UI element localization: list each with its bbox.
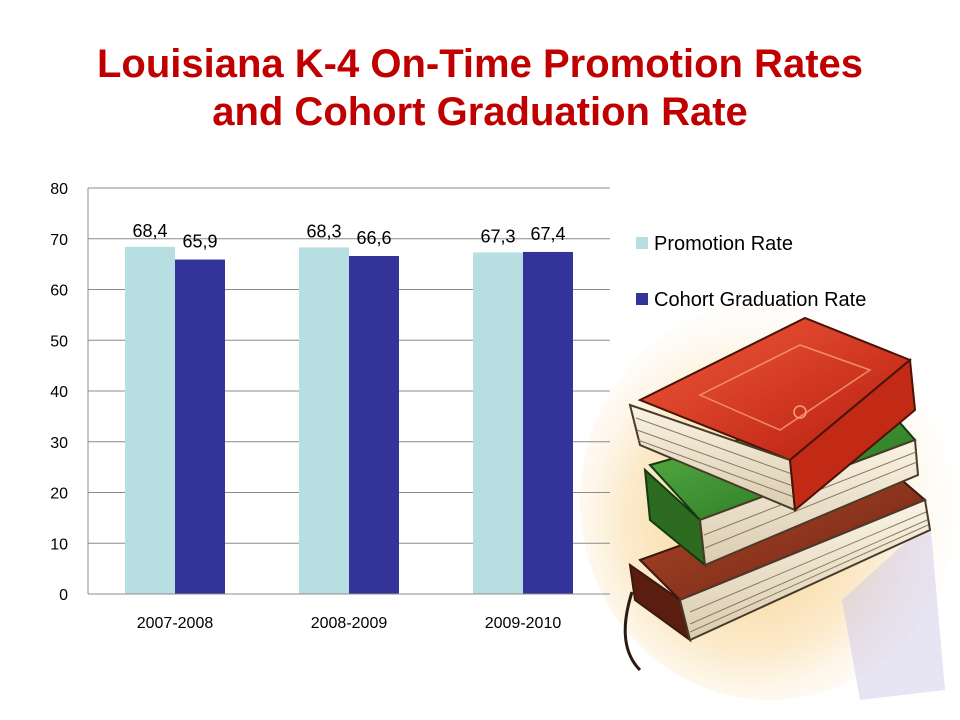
legend-swatch [636, 237, 648, 249]
y-tick-label: 10 [50, 536, 68, 553]
data-label: 66,6 [356, 228, 391, 248]
legend: Promotion Rate Cohort Graduation Rate [636, 233, 866, 311]
x-tick-label: 2009-2010 [485, 615, 562, 632]
bars [125, 246, 573, 594]
bar-cohort-graduation-rate [523, 251, 573, 594]
legend-label: Promotion Rate [654, 233, 793, 255]
chart-title: Louisiana K-4 On-Time Promotion Rates an… [0, 40, 960, 136]
bar-promotion-rate [299, 247, 349, 594]
x-tick-label: 2007-2008 [137, 615, 214, 632]
chart-title-line-1: Louisiana K-4 On-Time Promotion Rates [96, 42, 864, 86]
y-axis: 0 10 20 30 40 50 60 70 80 [50, 181, 89, 604]
y-tick-label: 40 [50, 384, 68, 401]
y-tick-label: 60 [50, 283, 68, 300]
chart-title-line-2: and Cohort Graduation Rate [212, 90, 748, 134]
data-label: 67,4 [530, 224, 565, 244]
y-tick-label: 30 [50, 435, 68, 452]
y-tick-label: 0 [59, 587, 68, 604]
bar-cohort-graduation-rate [349, 256, 399, 594]
x-axis: 2007-2008 2008-2009 2009-2010 [88, 593, 610, 632]
y-tick-label: 20 [50, 486, 68, 503]
legend-label: Cohort Graduation Rate [654, 289, 866, 311]
y-tick-label: 70 [50, 232, 68, 249]
bar-promotion-rate [125, 246, 175, 594]
data-label: 68,3 [306, 221, 341, 241]
data-label: 68,4 [132, 221, 167, 241]
x-tick-label: 2008-2009 [311, 615, 388, 632]
bar-promotion-rate [473, 252, 523, 594]
data-label: 67,3 [480, 226, 515, 246]
y-tick-label: 80 [50, 181, 68, 198]
bar-cohort-graduation-rate [175, 259, 225, 594]
data-labels: 68,4 65,9 68,3 66,6 67,3 67,4 [132, 221, 565, 252]
data-label: 65,9 [182, 232, 217, 252]
legend-swatch [636, 293, 648, 305]
y-tick-label: 50 [50, 333, 68, 350]
stack-of-books-illustration [580, 300, 960, 700]
